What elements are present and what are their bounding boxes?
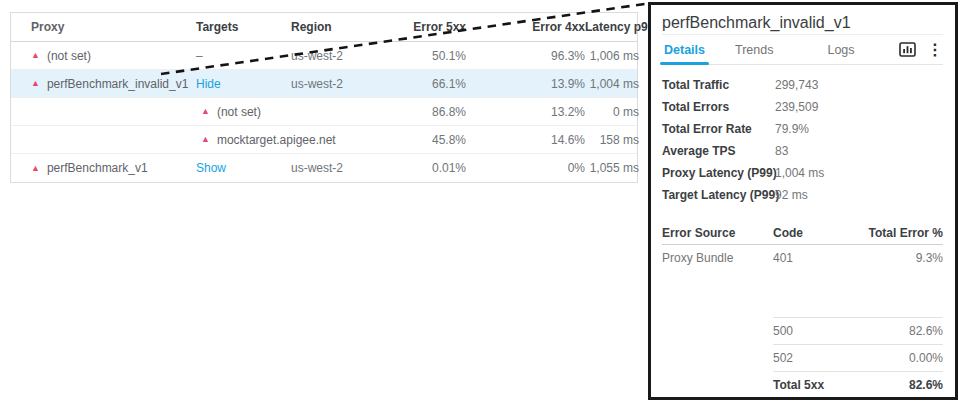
proxy-name: perfBenchmark_v1 <box>47 161 148 175</box>
error-pct-value: 9.3% <box>916 251 943 265</box>
stat-value: 83 <box>775 144 943 158</box>
error-row-500: 500 82.6% <box>662 317 943 344</box>
latency-value: 0 ms <box>585 105 639 119</box>
error4xx-value: 96.3% <box>466 49 585 63</box>
total-5xx-label: Total 5xx <box>773 378 824 392</box>
error-code-value: 500 <box>773 324 793 338</box>
detail-panel: perfBenchmark_invalid_v1 Details Trends … <box>648 2 958 400</box>
stat-label: Total Error Rate <box>662 122 775 136</box>
proxy-name: (not set) <box>47 49 91 63</box>
col-header-proxy[interactable]: Proxy <box>31 20 196 34</box>
tab-trends[interactable]: Trends <box>733 35 775 64</box>
stat-label: Total Errors <box>662 100 775 114</box>
panel-title: perfBenchmark_invalid_v1 <box>662 5 943 35</box>
error-source-table: Error Source Code Total Error % Proxy Bu… <box>662 221 943 398</box>
error-table-gap <box>662 271 943 317</box>
stat-value: 79.9% <box>775 122 943 136</box>
col-header-code: Code <box>773 226 869 240</box>
table-row-target-not-set[interactable]: ▲ (not set) 86.8% 13.2% 0 ms <box>11 98 637 126</box>
table-row-perfbenchmark-v1[interactable]: ▲ perfBenchmark_v1 Show us-west-2 0.01% … <box>11 154 637 182</box>
stat-value: 1,004 ms <box>775 166 943 180</box>
proxy-name: perfBenchmark_invalid_v1 <box>47 77 188 91</box>
stat-label: Target Latency (P99) <box>662 188 775 202</box>
error4xx-value: 13.2% <box>466 105 585 119</box>
col-header-error-source: Error Source <box>662 226 773 240</box>
error5xx-value: 86.8% <box>361 105 466 119</box>
region-value: us-west-2 <box>291 49 361 63</box>
col-header-error5xx[interactable]: Error 5xx <box>361 20 466 34</box>
stat-value: 239,509 <box>775 100 943 114</box>
error-row-total-5xx: Total 5xx 82.6% <box>662 371 943 398</box>
kebab-menu-icon[interactable]: ⋮ <box>927 42 943 58</box>
stat-value: 92 ms <box>775 188 943 202</box>
bar-chart-icon[interactable] <box>899 42 916 57</box>
tabs-bar: Details Trends Logs ⋮ <box>662 35 943 65</box>
warning-triangle-icon: ▲ <box>31 164 40 173</box>
targets-hide-link[interactable]: Hide <box>196 77 221 91</box>
stat-value: 299,743 <box>775 78 943 92</box>
warning-triangle-icon: ▲ <box>201 135 210 144</box>
stat-total-traffic: Total Traffic 299,743 <box>662 74 943 96</box>
latency-value: 158 ms <box>585 133 639 147</box>
error-row-401: Proxy Bundle 401 9.3% <box>662 245 943 271</box>
screenshot-stage: Proxy Targets Region Error 5xx Error 4xx… <box>0 0 960 407</box>
region-value: us-west-2 <box>291 77 361 91</box>
col-header-latency[interactable]: Latency p99 <box>585 20 639 34</box>
total-5xx-pct: 82.6% <box>909 378 943 392</box>
error-code-value: 401 <box>773 251 916 265</box>
region-value: us-west-2 <box>291 161 361 175</box>
table-row-target-mocktarget[interactable]: ▲ mocktarget.apigee.net 45.8% 14.6% 158 … <box>11 126 637 154</box>
error-pct-value: 82.6% <box>909 324 943 338</box>
error5xx-value: 0.01% <box>361 161 466 175</box>
stat-label: Total Traffic <box>662 78 775 92</box>
col-header-total-error-pct: Total Error % <box>869 226 943 240</box>
error-code-value: 502 <box>773 351 793 365</box>
warning-triangle-icon: ▲ <box>31 79 40 88</box>
target-name: mocktarget.apigee.net <box>217 133 336 147</box>
stat-total-error-rate: Total Error Rate 79.9% <box>662 118 943 140</box>
stat-average-tps: Average TPS 83 <box>662 140 943 162</box>
warning-triangle-icon: ▲ <box>201 107 210 116</box>
stat-label: Average TPS <box>662 144 775 158</box>
latency-value: 1,004 ms <box>585 77 639 91</box>
tab-details[interactable]: Details <box>662 35 707 64</box>
stat-total-errors: Total Errors 239,509 <box>662 96 943 118</box>
table-row-not-set[interactable]: ▲ (not set) – us-west-2 50.1% 96.3% 1,00… <box>11 42 637 70</box>
error5xx-value: 50.1% <box>361 49 466 63</box>
warning-triangle-icon: ▲ <box>31 51 40 60</box>
col-header-error4xx[interactable]: Error 4xx <box>466 20 585 34</box>
latency-value: 1,006 ms <box>585 49 639 63</box>
error-source-value: Proxy Bundle <box>662 251 773 265</box>
stat-target-latency: Target Latency (P99) 92 ms <box>662 184 943 206</box>
error4xx-value: 13.9% <box>466 77 585 91</box>
col-header-region[interactable]: Region <box>291 20 361 34</box>
error4xx-value: 0% <box>466 161 585 175</box>
tab-logs[interactable]: Logs <box>825 35 856 64</box>
proxy-table-header: Proxy Targets Region Error 5xx Error 4xx… <box>11 13 637 42</box>
error-pct-value: 0.00% <box>909 351 943 365</box>
targets-show-link[interactable]: Show <box>196 161 226 175</box>
target-name: (not set) <box>217 105 261 119</box>
latency-value: 1,055 ms <box>585 161 639 175</box>
stats-list: Total Traffic 299,743 Total Errors 239,5… <box>662 74 943 206</box>
error5xx-value: 45.8% <box>361 133 466 147</box>
error5xx-value: 66.1% <box>361 77 466 91</box>
targets-value: – <box>196 49 291 63</box>
error4xx-value: 14.6% <box>466 133 585 147</box>
stat-label: Proxy Latency (P99) <box>662 166 775 180</box>
error-row-502: 502 0.00% <box>662 344 943 371</box>
error-table-header: Error Source Code Total Error % <box>662 221 943 245</box>
stat-proxy-latency: Proxy Latency (P99) 1,004 ms <box>662 162 943 184</box>
proxy-table: Proxy Targets Region Error 5xx Error 4xx… <box>10 12 638 183</box>
table-row-perfbenchmark-invalid-v1[interactable]: ▲ perfBenchmark_invalid_v1 Hide us-west-… <box>11 70 637 98</box>
col-header-targets[interactable]: Targets <box>196 20 291 34</box>
